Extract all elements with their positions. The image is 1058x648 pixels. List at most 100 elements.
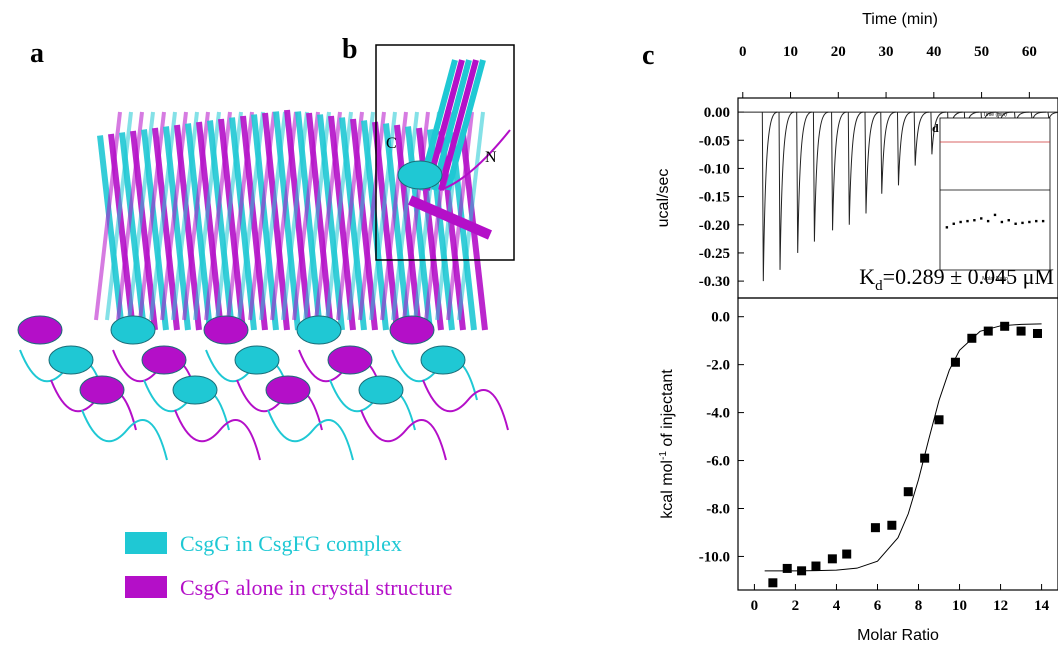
structure-strand [207,120,235,331]
structure-helix [420,345,466,375]
data-point [950,357,960,367]
data-point [934,415,944,425]
structure-strand [445,59,486,191]
structure-helix [17,315,63,345]
panel-label: a [30,38,44,69]
structure-strand [119,132,147,331]
x-tick-label: 14 [1034,598,1050,614]
panel-label: b [342,34,358,65]
y-tick-label: -0.25 [699,246,730,262]
structure-strand [394,124,422,331]
y-tick-label: -0.15 [699,190,730,206]
terminus-label: N [485,149,497,166]
structure-strand [218,118,246,331]
structure-strand [240,115,268,331]
injection-peak [880,111,896,194]
inset-frame [939,117,1051,271]
y-tick-label: -0.20 [699,218,730,234]
structure-strand [262,112,290,331]
structure-helix [407,195,493,240]
structure-helix [265,375,311,405]
x-tick-label: 8 [915,598,923,614]
structure-strand [328,115,356,331]
structure-strand [413,111,441,321]
structure-strand [438,130,466,331]
x-tick-label: 50 [974,44,989,60]
structure-strand [185,123,213,331]
legend-swatch [125,576,167,598]
data-point [920,453,930,463]
data-point [967,333,977,343]
injection-peak [913,111,930,166]
structure-strand [457,111,485,321]
x-tick-label: 2 [792,598,800,614]
structure-helix [48,345,94,375]
data-point [870,523,880,533]
injection-peak [796,111,812,253]
y-tick-label: -8.0 [706,501,730,517]
y-tick-label: -4.0 [706,406,730,422]
structure-strand [130,130,158,331]
x-tick-label: 4 [833,598,841,614]
structure-strand [174,124,202,331]
structure-loop [81,409,168,461]
y-tick-label: -0.10 [699,161,730,177]
inset-point [986,219,990,223]
y-tick-label: 0.00 [704,105,730,121]
structure-strand [141,129,169,331]
legend-swatch [125,532,167,554]
y-tick-label: -2.0 [706,358,730,374]
structure-strand [306,112,334,331]
structure-strand [446,111,474,321]
y-axis-title-part: -1 [658,451,669,460]
y-tick-label: -6.0 [706,454,730,470]
inset-point [1007,219,1010,222]
data-point [768,578,778,588]
x-tick-label: 0 [739,44,747,60]
inset-point [945,226,949,229]
y-tick-label: -0.05 [699,133,730,149]
inset-point [993,213,997,217]
structure-strand [284,109,312,331]
data-point [811,561,821,571]
inset-point [1028,220,1031,224]
structure-helix [296,315,342,345]
structure-strand [105,111,133,321]
x-tick-label: 60 [1022,44,1037,60]
x-tick-label: 10 [783,44,798,60]
data-point [782,563,792,573]
inset-point [980,217,983,220]
inset-point [973,219,976,222]
fit-curve [764,323,1042,572]
inset-point [1021,221,1024,225]
terminus-label: C [386,135,397,152]
structure-helix [172,375,218,405]
x-tick-label: 12 [993,598,1008,614]
structure-loop [422,379,509,431]
panel-label: c [642,40,654,71]
data-point [1000,321,1010,331]
structure-strand [251,114,279,331]
structure-helix [141,345,187,375]
x-tick-label: 0 [751,598,759,614]
structure-strand [108,133,136,331]
panel-b-structure [397,59,511,240]
structure-loop [267,409,354,461]
injection-peak [930,111,946,155]
structure-strand [361,120,389,331]
y-tick-label: -10.0 [699,549,730,565]
data-point [797,566,807,576]
annotation-part: d [875,278,883,294]
y-tick-label: 0.0 [711,310,730,326]
injection-peak [831,111,847,231]
structure-strand [94,111,122,321]
structure-helix [397,160,443,190]
structure-loop [439,129,511,191]
structure-strand [273,111,301,331]
injection-peak [812,111,829,242]
structure-strand [405,126,433,331]
injection-peak [847,111,864,225]
data-point [887,520,897,530]
structure-strand [229,117,257,331]
